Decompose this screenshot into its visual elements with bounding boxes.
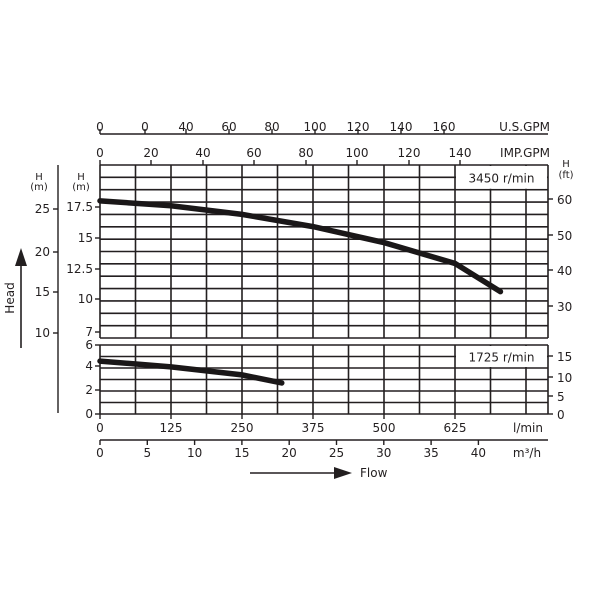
imp-gpm-tick: 40 — [195, 146, 210, 160]
low-m-tick: 2 — [85, 383, 93, 397]
us-gpm-tick: 60 — [221, 120, 236, 134]
outer-m-tick: 15 — [35, 285, 50, 299]
m3h-tick: 30 — [376, 446, 391, 460]
inner-m-tick: 17.5 — [66, 200, 93, 214]
us-gpm-tick: 100 — [304, 120, 327, 134]
flow-arrowhead-icon — [334, 467, 352, 479]
ft-tick: 50 — [557, 229, 572, 243]
m3h-tick: 10 — [187, 446, 202, 460]
curve-1725 — [97, 358, 285, 386]
m3h-tick: 25 — [329, 446, 344, 460]
ft-h-label: H — [562, 159, 570, 170]
outer-m-tick: 25 — [35, 202, 50, 216]
outer-h-label: H — [35, 172, 43, 183]
us-gpm-tick: 0 — [96, 120, 104, 134]
ft-low-tick: 10 — [557, 371, 572, 385]
l-min-tick: 125 — [160, 421, 183, 435]
m3h-tick: 0 — [96, 446, 104, 460]
ft-unit-label: (ft) — [558, 170, 573, 181]
us-gpm-tick: 120 — [347, 120, 370, 134]
l-min-tick: 500 — [373, 421, 396, 435]
bottom-axes: 0 125 250 375 500 625 l/min 0 5 10 15 20 25 30 35 40 m³/… — [96, 414, 548, 480]
ft-low-tick: 0 — [557, 408, 565, 422]
l-min-tick: 250 — [231, 421, 254, 435]
inner-m-tick: 12.5 — [66, 262, 93, 276]
outer-m-tick: 20 — [35, 245, 50, 259]
speed-label-3450: 3450 r/min — [469, 171, 535, 185]
us-gpm-tick: 40 — [178, 120, 193, 134]
l-min-unit: l/min — [513, 421, 543, 435]
inner-m-tick: 15 — [78, 231, 93, 245]
us-gpm-tick: 0 — [141, 120, 149, 134]
l-min-tick: 375 — [302, 421, 325, 435]
inner-h-label: H — [77, 172, 85, 183]
ft-tick: 60 — [557, 193, 572, 207]
imp-gpm-tick: 100 — [346, 146, 369, 160]
l-min-tick: 0 — [96, 421, 104, 435]
m3h-tick: 40 — [471, 446, 486, 460]
imp-gpm-tick: 80 — [298, 146, 313, 160]
speed-label-1725: 1725 r/min — [469, 351, 535, 365]
inner-m-tick: 7 — [85, 325, 93, 339]
inner-m-tick: 10 — [78, 292, 93, 306]
speed-box-3450 — [456, 166, 547, 189]
grid-lines — [99, 164, 549, 415]
imp-gpm-tick: 140 — [449, 146, 472, 160]
outer-m-tick: 10 — [35, 326, 50, 340]
ft-low-tick: 15 — [557, 350, 572, 364]
m3h-tick: 35 — [423, 446, 438, 460]
speed-box-1725 — [456, 346, 547, 367]
m3h-tick: 15 — [234, 446, 249, 460]
imp-gpm-tick: 0 — [96, 146, 104, 160]
ft-tick: 40 — [557, 264, 572, 278]
m3h-tick: 20 — [282, 446, 297, 460]
low-m-tick: 6 — [85, 338, 93, 352]
inner-m-label: (m) — [72, 182, 90, 193]
ft-tick: 30 — [557, 300, 572, 314]
us-gpm-tick: 160 — [433, 120, 456, 134]
imp-gpm-tick: 120 — [398, 146, 421, 160]
outer-m-label: (m) — [30, 182, 48, 193]
head-arrowhead-icon — [15, 248, 27, 266]
imp-gpm-tick: 20 — [143, 146, 158, 160]
m3h-unit: m³/h — [513, 446, 541, 460]
ft-low-tick: 5 — [557, 390, 565, 404]
us-gpm-tick: 140 — [390, 120, 413, 134]
curve-3450 — [97, 198, 504, 295]
l-min-tick: 625 — [444, 421, 467, 435]
imp-gpm-tick: 60 — [246, 146, 261, 160]
low-m-tick: 0 — [85, 407, 93, 421]
head-label: Head — [3, 282, 17, 313]
m3h-tick: 5 — [143, 446, 151, 460]
low-m-tick: 4 — [85, 359, 93, 373]
imp-gpm-unit: IMP.GPM — [500, 146, 550, 160]
flow-label: Flow — [360, 466, 388, 480]
us-gpm-unit: U.S.GPM — [499, 120, 550, 134]
us-gpm-tick: 80 — [264, 120, 279, 134]
